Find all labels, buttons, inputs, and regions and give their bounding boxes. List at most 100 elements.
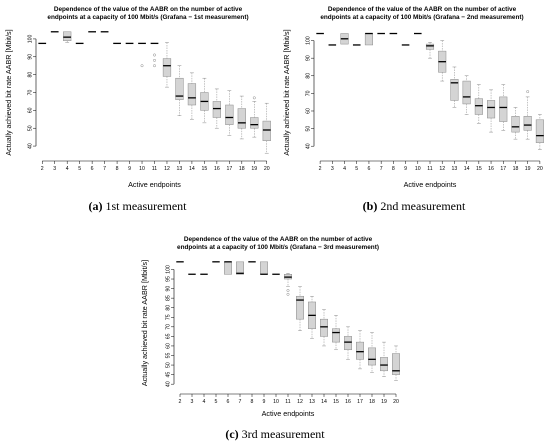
x-tick-label: 12	[439, 166, 445, 172]
box-iqr	[392, 353, 400, 375]
box-plot-3rd-measurement: Dependence of the value of the AABR on t…	[140, 236, 400, 418]
box-11	[425, 42, 435, 59]
x-tick-label: 8	[251, 399, 254, 405]
y-tick-label: 90	[306, 55, 312, 61]
x-tick-label: 2	[41, 166, 44, 172]
x-tick-label: 10	[415, 166, 421, 172]
x-tick-label: 10	[139, 166, 145, 172]
box-20	[392, 345, 400, 381]
box-17	[499, 84, 508, 131]
box-iqr	[425, 43, 435, 50]
box-13	[175, 65, 184, 116]
y-tick-label: 100	[166, 265, 172, 274]
y-tick-label: 40	[306, 143, 312, 149]
x-tick-label: 14	[321, 399, 327, 405]
x-tick-label: 4	[66, 166, 69, 172]
y-tick-label: 60	[28, 107, 34, 113]
y-tick-label: 50	[166, 362, 172, 368]
box-14	[187, 72, 197, 120]
x-tick-label: 16	[488, 166, 494, 172]
box-18	[237, 95, 246, 140]
box-12	[296, 286, 304, 331]
x-tick-label: 15	[476, 166, 482, 172]
box-iqr	[356, 341, 364, 360]
x-tick-label: 11	[285, 399, 290, 405]
box-iqr	[380, 357, 388, 372]
box-iqr	[535, 119, 544, 143]
x-axis-label: Active endpoints	[262, 409, 315, 418]
x-tick-label: 13	[177, 166, 183, 172]
chart-title-line: Dependence of the value of the AABR on t…	[328, 6, 517, 13]
box-iqr	[236, 261, 244, 275]
y-tick-label: 90	[28, 54, 34, 60]
x-tick-label: 11	[427, 166, 432, 172]
box-iqr	[332, 328, 340, 343]
box-18	[511, 107, 520, 140]
x-tick-label: 10	[273, 399, 279, 405]
y-tick-label: 60	[166, 343, 172, 349]
x-tick-label: 19	[381, 399, 387, 405]
x-tick-label: 16	[214, 166, 220, 172]
x-tick-label: 17	[500, 166, 506, 172]
box-17	[225, 90, 234, 136]
box-plot-2nd-measurement: Dependence of the value of the AABR on t…	[282, 6, 544, 189]
x-tick-label: 7	[380, 166, 383, 172]
y-tick-label: 60	[306, 108, 312, 114]
outlier-point	[526, 90, 530, 94]
box-iqr	[368, 347, 376, 366]
y-tick-label: 70	[306, 90, 312, 96]
box-19	[523, 90, 532, 140]
y-axis-label: Actually achieved bit rate AABR [Mbit/s]	[282, 29, 291, 155]
x-axis-label: Active endpoints	[128, 180, 181, 189]
x-tick-label: 7	[239, 399, 242, 405]
box-14	[462, 75, 471, 115]
x-tick-label: 12	[297, 399, 303, 405]
box-16	[344, 326, 352, 360]
chart-panel-2nd-measurement: Dependence of the value of the AABR on t…	[278, 0, 550, 196]
box-plot-1st-measurement: Dependence of the value of the AABR on t…	[4, 6, 271, 189]
x-tick-label: 20	[537, 166, 543, 172]
box-iqr	[162, 58, 172, 77]
caption-label: (b)	[362, 199, 378, 213]
box-iqr	[260, 261, 268, 275]
x-tick-label: 4	[343, 166, 346, 172]
x-tick-label: 6	[368, 166, 371, 172]
box-6	[364, 32, 373, 46]
caption-text: 2nd measurement	[380, 199, 466, 213]
x-tick-label: 20	[264, 166, 270, 172]
y-tick-label: 70	[166, 324, 172, 330]
box-14	[320, 309, 328, 347]
chart-title-line: Dependence of the value of the AABR on t…	[184, 236, 373, 243]
y-axis-label: Actually achieved bit rate AABR [Mbit/s]	[140, 260, 149, 386]
x-tick-label: 19	[251, 166, 257, 172]
x-tick-label: 4	[203, 399, 206, 405]
x-tick-label: 14	[464, 166, 470, 172]
x-tick-label: 9	[263, 399, 266, 405]
x-tick-label: 5	[215, 399, 218, 405]
box-iqr	[487, 100, 496, 119]
y-tick-label: 80	[306, 73, 312, 79]
box-iqr	[499, 96, 508, 122]
y-tick-label: 50	[28, 125, 34, 131]
x-tick-label: 18	[513, 166, 519, 172]
x-tick-label: 14	[189, 166, 195, 172]
box-iqr	[225, 104, 234, 125]
box-15	[332, 315, 340, 351]
x-tick-label: 15	[202, 166, 208, 172]
box-20	[262, 102, 271, 154]
box-iqr	[63, 31, 72, 41]
x-tick-label: 12	[164, 166, 170, 172]
y-tick-label: 70	[28, 90, 34, 96]
caption-label: (c)	[225, 427, 239, 441]
x-tick-label: 3	[331, 166, 334, 172]
outlier-point	[252, 96, 256, 100]
box-iqr	[320, 318, 328, 337]
x-tick-label: 3	[191, 399, 194, 405]
outlier-point	[286, 289, 290, 292]
outlier-point	[153, 64, 156, 68]
caption-text: 1st measurement	[105, 199, 187, 213]
box-iqr	[523, 116, 532, 131]
box-9	[260, 261, 268, 275]
box-19	[380, 341, 388, 377]
chart-title-line: endpoints at a capacity of 100 Mbit/s (G…	[177, 244, 379, 251]
